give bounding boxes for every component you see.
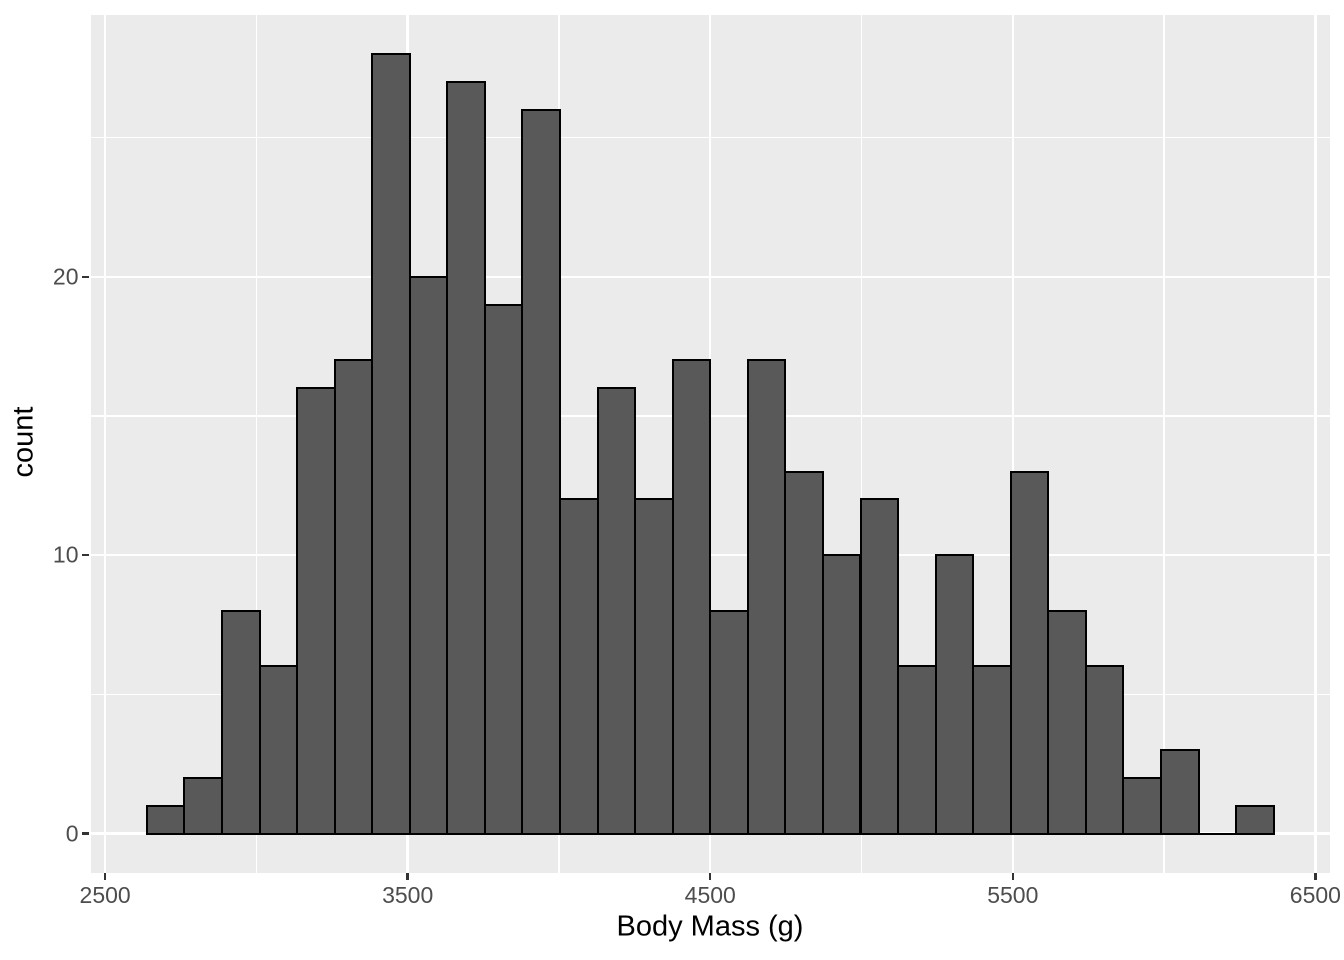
histogram-bar — [408, 275, 449, 835]
histogram-bar — [1047, 609, 1087, 835]
x-axis-tick — [406, 872, 409, 880]
histogram-zero-bar — [1197, 832, 1238, 835]
y-axis-tick — [81, 553, 89, 557]
histogram-bar — [784, 470, 824, 835]
histogram-bar — [1159, 749, 1200, 835]
x-axis-tick — [1011, 872, 1015, 880]
histogram-bar — [972, 665, 1012, 835]
x-minor-gridline — [860, 15, 863, 873]
histogram-bar — [859, 498, 900, 835]
histogram-bar — [220, 609, 261, 835]
histogram-bar — [897, 665, 937, 835]
histogram-bar — [934, 554, 975, 835]
histogram-bar — [746, 359, 787, 835]
x-major-gridline — [1011, 15, 1015, 873]
y-tick-label: 20 — [52, 263, 79, 290]
x-tick-label: 6500 — [1289, 882, 1341, 908]
histogram-bar — [483, 303, 524, 835]
y-tick-label: 0 — [65, 820, 79, 847]
histogram-bar — [559, 498, 599, 835]
y-tick-label: 10 — [52, 541, 79, 568]
histogram-bar — [1084, 665, 1125, 835]
histogram-bar — [258, 665, 299, 835]
histogram-bar — [521, 108, 561, 835]
x-axis-tick — [1314, 872, 1317, 880]
histogram-bar — [1009, 470, 1050, 835]
histogram-bar — [183, 776, 223, 835]
x-tick-label: 4500 — [684, 882, 736, 908]
histogram-bar — [596, 387, 637, 835]
histogram-bar — [371, 52, 411, 835]
histogram-bar — [296, 387, 336, 835]
histogram-bar — [333, 359, 374, 835]
histogram-bar — [1235, 804, 1275, 835]
histogram-bar — [671, 359, 712, 835]
x-major-gridline — [1314, 15, 1317, 873]
y-axis-tick — [81, 832, 89, 835]
histogram-bar — [446, 80, 486, 835]
histogram-bar — [1122, 776, 1162, 835]
x-minor-gridline — [255, 15, 258, 873]
plot-panel — [90, 15, 1330, 873]
x-axis-tick — [709, 872, 712, 880]
x-tick-label: 3500 — [382, 882, 434, 908]
x-tick-label: 2500 — [79, 882, 131, 908]
histogram-bar — [145, 804, 186, 835]
y-axis-tick — [81, 275, 89, 278]
x-axis-tick — [103, 872, 107, 880]
y-axis-title: count — [7, 406, 40, 478]
x-axis-title: Body Mass (g) — [616, 910, 804, 943]
x-minor-gridline — [1163, 15, 1165, 873]
histogram-bar — [634, 498, 674, 835]
x-major-gridline — [103, 15, 107, 873]
histogram-bar — [821, 554, 862, 835]
x-tick-label: 5500 — [987, 882, 1039, 908]
histogram-bar — [709, 609, 749, 835]
